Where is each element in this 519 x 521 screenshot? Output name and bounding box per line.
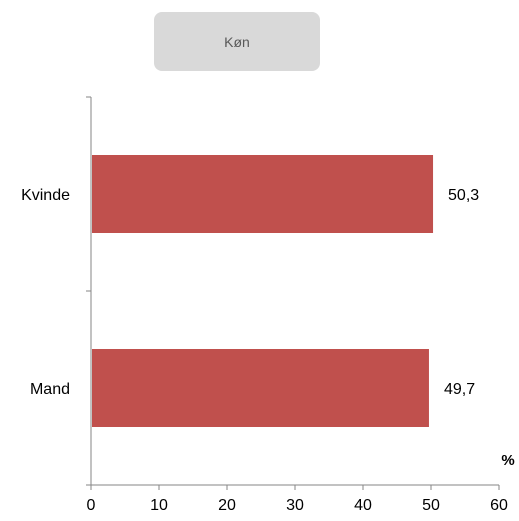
category-label: Mand: [30, 381, 70, 398]
x-tick-label: 40: [354, 497, 372, 514]
x-axis-unit-label: %: [501, 452, 514, 469]
data-label: 49,7: [444, 381, 475, 398]
x-tick-label: 20: [218, 497, 236, 514]
x-tick-label: 60: [490, 497, 508, 514]
category-label: Kvinde: [21, 187, 70, 204]
chart-title: Køn: [154, 12, 320, 71]
x-tick-label: 0: [87, 497, 96, 514]
x-tick-label: 10: [150, 497, 168, 514]
x-tick-label: 30: [286, 497, 304, 514]
data-label: 50,3: [448, 187, 479, 204]
x-tick-label: 50: [422, 497, 440, 514]
bar: [92, 155, 434, 233]
bar: [92, 349, 429, 427]
